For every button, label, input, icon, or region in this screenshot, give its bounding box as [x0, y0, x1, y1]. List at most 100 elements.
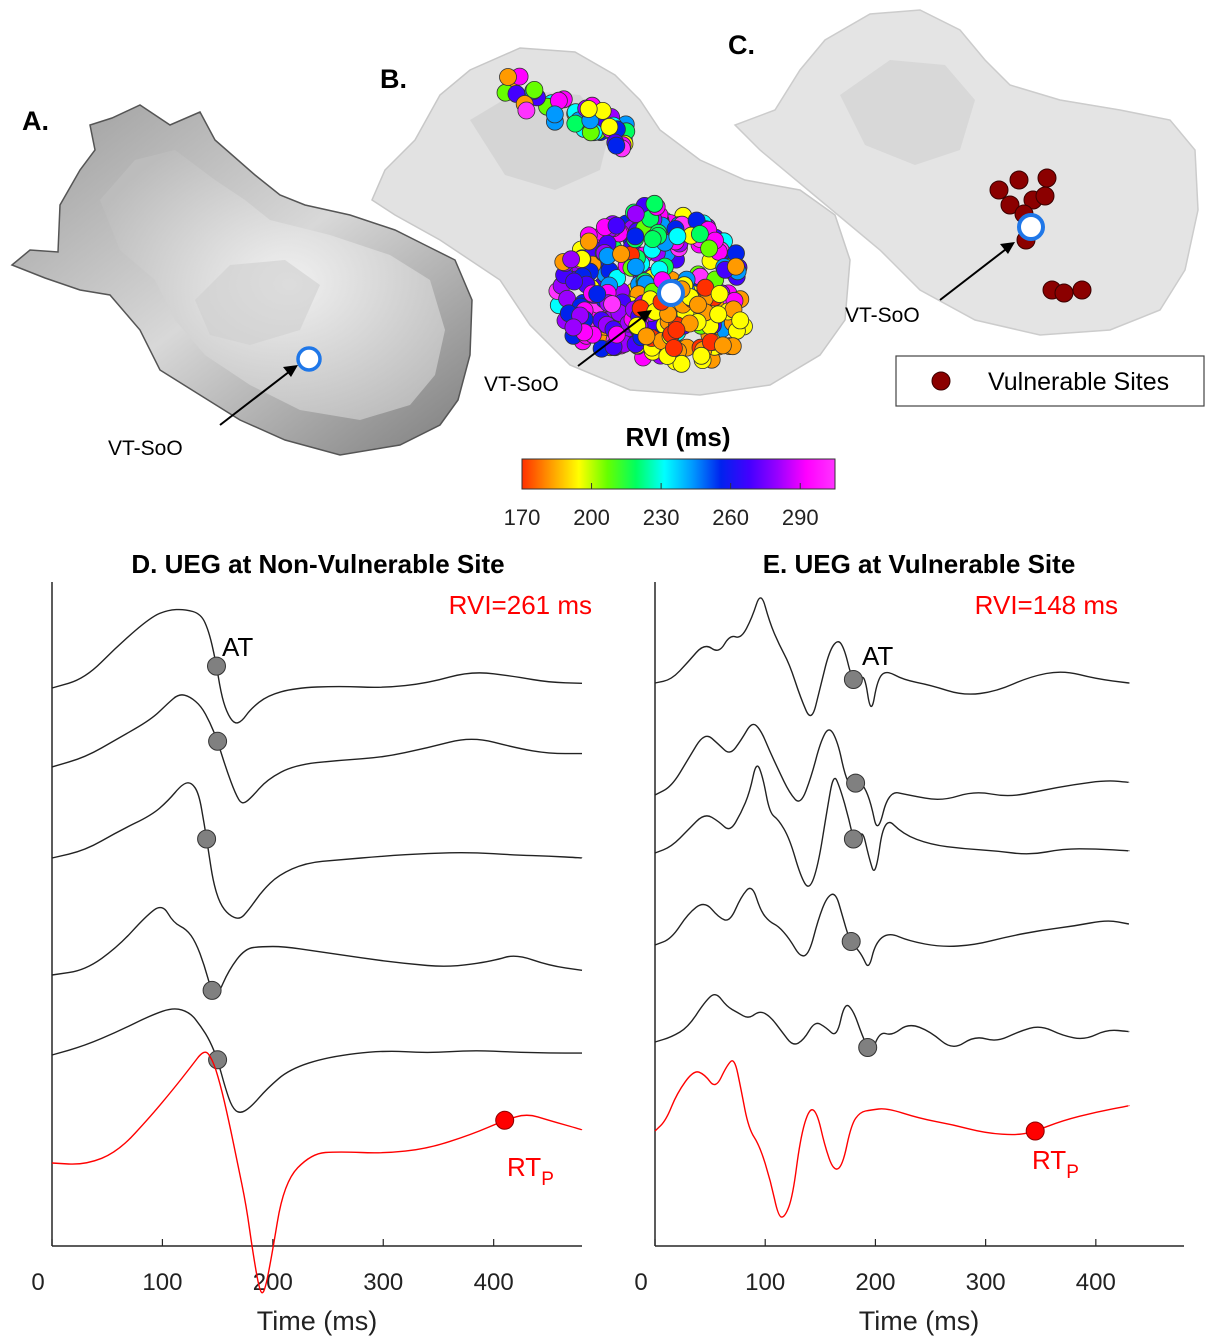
- panel-c-mesh-shade: [840, 60, 975, 165]
- rvi-site: [691, 225, 709, 243]
- colorbar-gradient: [521, 458, 836, 490]
- rvi-site: [637, 327, 656, 346]
- chart-e-at-marker: [843, 670, 863, 689]
- chart-e: E. UEG at Vulnerable Site RVI=148 ms 0 10…: [634, 549, 1184, 1336]
- legend-marker: [931, 371, 951, 391]
- rvi-site: [545, 105, 564, 124]
- chart-d-xtick-label: 200: [253, 1269, 293, 1296]
- chart-e-xtick-label: 400: [1076, 1269, 1116, 1296]
- chart-d-rt-label: RTP: [507, 1152, 554, 1190]
- chart-e-ueg-trace: [654, 597, 1130, 717]
- chart-d-at-marker: [202, 980, 222, 1000]
- legend-label: Vulnerable Sites: [988, 368, 1169, 396]
- colorbar-tick-label: 260: [712, 505, 749, 530]
- panel-b-rvi-sites: [496, 67, 753, 373]
- panel-b: B. VT-SoO: [371, 47, 851, 396]
- chart-d-ueg-trace: [51, 694, 582, 804]
- chart-e-rt-sub: P: [1066, 1162, 1079, 1183]
- chart-d-ticks: 0 100 200 300 400: [31, 1239, 514, 1296]
- panel-a-soo-arrowhead: [283, 365, 298, 377]
- chart-d-ueg-trace: [51, 906, 583, 994]
- panel-b-soo-arrowhead: [637, 310, 652, 322]
- rvi-site: [672, 354, 691, 373]
- chart-d-at-label: AT: [222, 632, 253, 662]
- chart-d-title: D. UEG at Non-Vulnerable Site: [131, 549, 504, 579]
- chart-e-xtick-label: 300: [966, 1269, 1006, 1296]
- chart-e-xtick-label: 200: [855, 1269, 895, 1296]
- rvi-site: [700, 239, 718, 258]
- chart-d-rt-sub: P: [541, 1169, 554, 1190]
- chart-d: D. UEG at Non-Vulnerable Site RVI=261 ms…: [31, 549, 592, 1336]
- panel-c-soo-arrow: [939, 245, 1011, 301]
- colorbar-tick-label: 290: [782, 505, 819, 530]
- rvi-site: [626, 205, 645, 223]
- panel-b-soo-arrow: [577, 312, 649, 367]
- rvi-site: [607, 216, 626, 235]
- chart-d-xtick-label: 300: [363, 1269, 403, 1296]
- chart-e-ueg-trace: [654, 887, 1130, 967]
- chart-d-rt-marker: [495, 1110, 515, 1130]
- chart-e-rt-label: RTP: [1032, 1145, 1079, 1183]
- rvi-site: [645, 194, 664, 213]
- rvi-site: [612, 245, 630, 263]
- colorbar-ticks: 170 200 230 260 290: [504, 483, 819, 530]
- rvi-site: [667, 321, 686, 339]
- rvi-site: [731, 311, 750, 330]
- panel-a: A. VT-SoO: [10, 104, 473, 460]
- panel-c-soo-label: VT-SoO: [845, 304, 920, 327]
- rvi-site: [626, 227, 645, 246]
- panel-a-soo-arrow: [219, 367, 295, 426]
- panel-c-vulnerable-sites: [989, 168, 1092, 303]
- chart-d-xtick-label: 100: [142, 1269, 182, 1296]
- chart-d-rt-trace: [51, 1051, 583, 1294]
- chart-d-ueg-trace: [51, 782, 583, 919]
- chart-d-rt-main: RT: [507, 1152, 541, 1182]
- chart-d-xtick-label: 0: [31, 1269, 44, 1296]
- chart-e-ticks: 0 100 200 300 400: [634, 1239, 1116, 1296]
- rvi-site: [668, 227, 687, 246]
- chart-e-rt-trace: [654, 1060, 1130, 1218]
- chart-d-xlabel: Time (ms): [257, 1306, 377, 1336]
- chart-e-xtick-label: 0: [634, 1269, 647, 1296]
- colorbar-tick-label: 230: [643, 505, 680, 530]
- chart-e-at-marker: [843, 829, 863, 849]
- panel-a-soo-marker: [296, 346, 322, 372]
- chart-e-xlabel: Time (ms): [859, 1306, 979, 1336]
- rvi-site: [564, 318, 583, 337]
- rvi-site: [565, 272, 583, 291]
- chart-d-at-marker: [208, 731, 228, 751]
- rvi-site: [626, 257, 645, 276]
- rvi-site: [579, 100, 598, 118]
- chart-e-xtick-label: 100: [745, 1269, 785, 1296]
- panel-b-soo-marker: [657, 279, 685, 307]
- panel-c-letter: C.: [728, 30, 755, 60]
- rvi-site: [600, 118, 619, 136]
- rvi-site: [665, 339, 683, 357]
- panel-a-soo-label: VT-SoO: [108, 437, 183, 460]
- chart-e-at-marker: [846, 773, 866, 793]
- rvi-site: [580, 232, 598, 251]
- rvi-site: [603, 295, 621, 314]
- chart-e-rt-main: RT: [1032, 1145, 1066, 1175]
- chart-e-at-marker: [858, 1038, 878, 1057]
- panel-c: C. VT-SoO Vulnerable Sites: [728, 9, 1205, 407]
- chart-d-rvi-annotation: RVI=261 ms: [449, 590, 592, 620]
- rvi-site: [709, 305, 728, 324]
- rvi-site: [566, 114, 585, 133]
- rvi-site: [588, 285, 607, 303]
- legend: Vulnerable Sites: [895, 355, 1205, 407]
- chart-e-ueg-trace: [654, 723, 1130, 827]
- rvi-site: [689, 295, 707, 314]
- chart-e-at-marker: [841, 932, 861, 951]
- colorbar-tick-label: 170: [504, 505, 541, 530]
- rvi-site: [517, 101, 536, 120]
- panel-a-letter: A.: [22, 106, 49, 136]
- rvi-site: [714, 336, 732, 355]
- chart-d-ueg-trace: [51, 1008, 582, 1113]
- chart-e-rt-marker: [1025, 1121, 1045, 1141]
- chart-d-at-marker: [207, 656, 226, 676]
- chart-e-title: E. UEG at Vulnerable Site: [763, 549, 1076, 579]
- panel-b-soo-label: VT-SoO: [484, 373, 559, 396]
- panel-b-letter: B.: [380, 64, 407, 94]
